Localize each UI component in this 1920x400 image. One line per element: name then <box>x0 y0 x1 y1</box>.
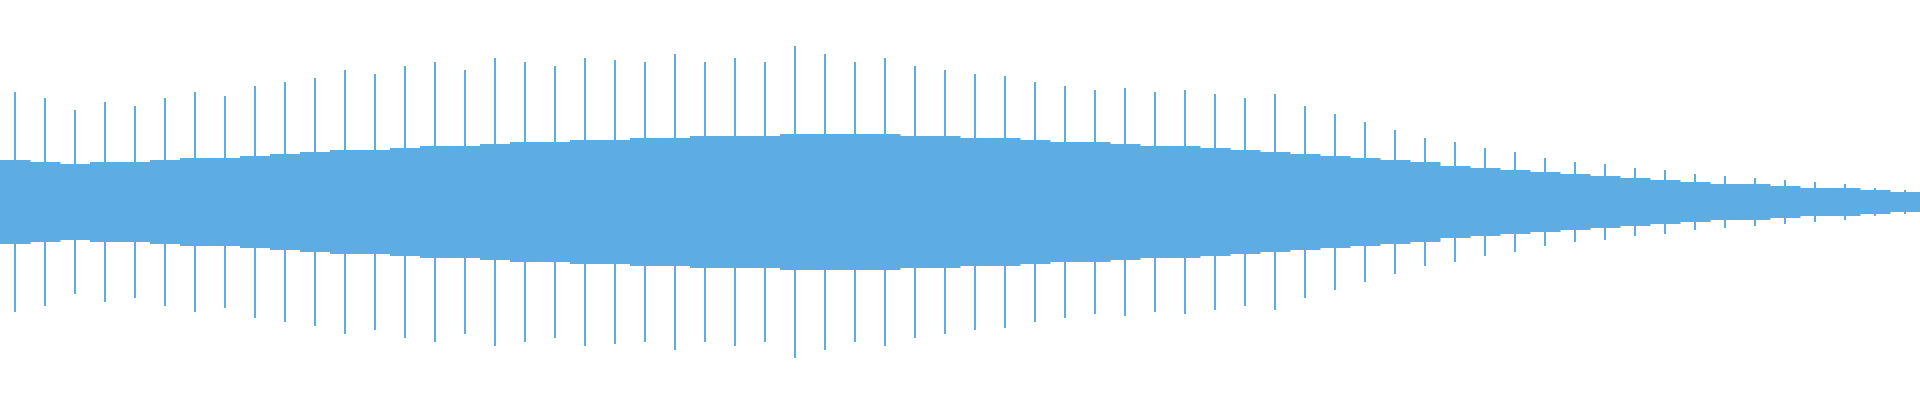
page: {"waveform": { "color": "#5dade2", "ylim… <box>0 46 1920 358</box>
waveform <box>0 46 1920 358</box>
